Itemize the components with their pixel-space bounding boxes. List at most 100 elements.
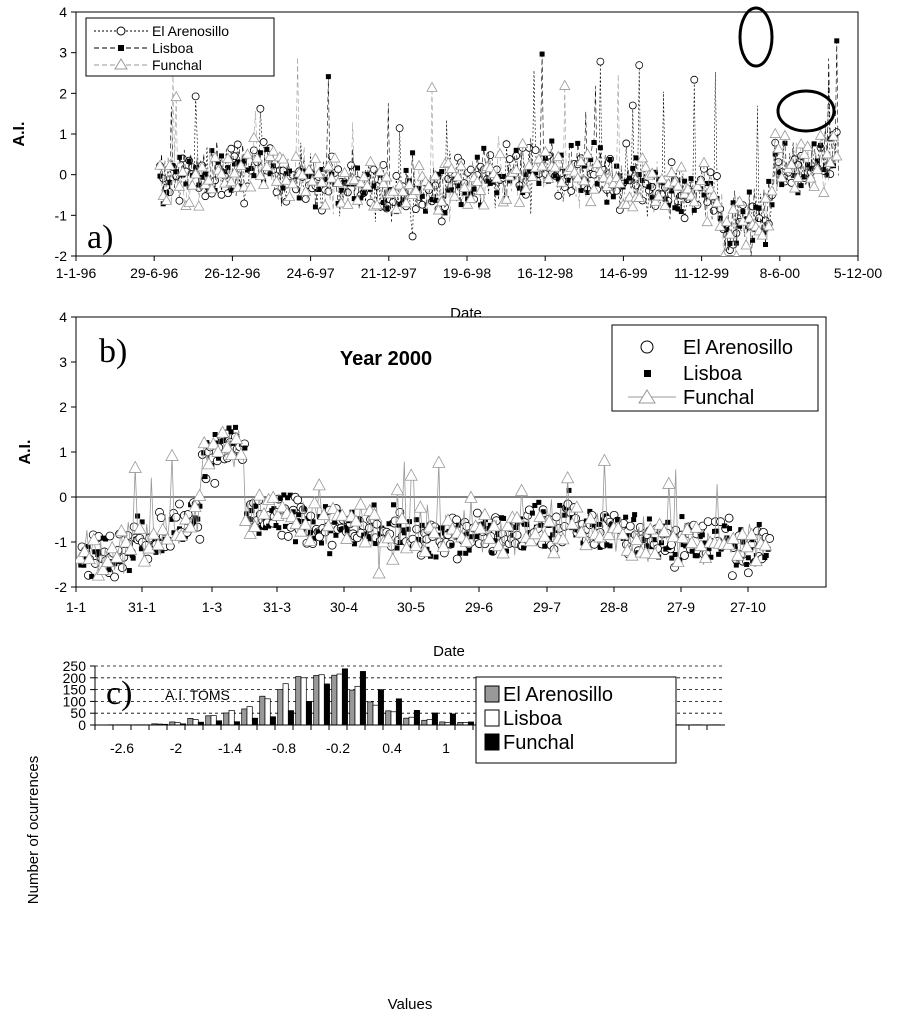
data-point-b: [623, 514, 629, 520]
data-point-a: [259, 138, 268, 146]
data-point-b: [639, 546, 653, 559]
data-point-a: [267, 171, 273, 177]
data-point-b: [292, 539, 298, 545]
data-point-b: [315, 529, 321, 535]
data-point-a: [520, 182, 532, 193]
data-point-a: [334, 165, 342, 174]
data-point-a: [720, 250, 727, 256]
data-point-a: [575, 155, 587, 166]
data-point-b: [276, 525, 282, 531]
bar-funchal: [305, 701, 312, 726]
data-point-b: [597, 544, 603, 550]
data-point-b: [432, 455, 446, 468]
data-point-b: [436, 539, 451, 552]
data-point-a: [227, 144, 236, 153]
data-point-a: [343, 188, 352, 197]
data-point-b: [373, 541, 379, 547]
data-point-b: [538, 522, 544, 528]
legend-text-funchal-c: Funchal: [503, 732, 574, 754]
data-point-b: [418, 544, 432, 557]
data-point-a: [241, 148, 254, 159]
y-tick-label-b: 0: [59, 489, 67, 505]
data-point-b: [168, 516, 174, 522]
data-point-a: [818, 186, 830, 197]
data-point-a: [322, 177, 328, 183]
data-point-b: [117, 563, 127, 573]
data-point-a: [536, 160, 548, 171]
data-point-a: [173, 169, 179, 175]
legend-b: El Arenosillo Lisboa Funchal: [611, 324, 819, 412]
data-point-a: [296, 169, 309, 180]
data-point-b: [266, 523, 272, 529]
data-point-a: [814, 129, 827, 140]
data-point-b: [602, 527, 616, 541]
data-point-a: [277, 153, 289, 164]
data-point-a: [199, 174, 205, 180]
x-tick-label-b: 31-1: [128, 599, 156, 615]
data-point-b: [562, 512, 568, 518]
data-point-a: [342, 198, 354, 209]
data-point-a: [338, 166, 351, 177]
data-point-a: [250, 146, 258, 155]
bar-funchal: [359, 671, 366, 726]
data-point-a: [581, 148, 594, 159]
data-point-a: [746, 189, 752, 195]
panel-b: -2 -1 0 1 2 3 4 1-1 31-1 1-3 31-3 30-4 30-5 29-6 29-7 2…: [17, 309, 827, 660]
data-point-b: [371, 502, 377, 508]
data-point-a: [206, 182, 218, 194]
data-point-a: [423, 208, 429, 214]
data-point-a: [523, 159, 535, 170]
data-point-a: [287, 177, 299, 189]
data-point-b: [743, 568, 753, 578]
data-point-a: [257, 150, 263, 156]
data-point-b: [419, 522, 425, 528]
data-point-b: [238, 513, 253, 526]
data-point-a: [186, 179, 199, 190]
data-point-b: [226, 425, 232, 431]
data-point-b: [262, 525, 268, 531]
data-point-a: [759, 192, 772, 203]
data-point-a: [400, 197, 406, 203]
data-point-a: [827, 130, 840, 141]
data-point-a: [788, 182, 801, 193]
data-point-a: [526, 170, 539, 181]
data-point-b: [233, 424, 239, 430]
legend-marker-arenosillo-a: [116, 26, 126, 36]
data-point-a: [419, 193, 425, 199]
data-point-a: [640, 161, 652, 172]
data-point-a: [201, 192, 210, 201]
data-point-b: [740, 539, 754, 553]
data-point-a: [392, 172, 401, 180]
data-point-b: [192, 515, 198, 521]
data-point-b: [258, 524, 264, 530]
data-point-a: [737, 223, 743, 229]
data-point-b: [491, 538, 506, 552]
data-point-b: [312, 535, 318, 541]
data-point-b: [503, 548, 509, 554]
data-point-a: [801, 174, 807, 180]
data-point-b: [439, 525, 445, 531]
data-point-a: [403, 178, 416, 190]
data-point-b: [229, 431, 244, 445]
y-tick-label-c: 250: [63, 658, 87, 674]
data-point-b: [409, 538, 423, 552]
data-point-b: [646, 516, 652, 522]
data-point-b: [563, 505, 569, 511]
data-point-b: [547, 545, 561, 559]
data-point-a: [536, 180, 542, 186]
data-point-a: [196, 161, 208, 172]
data-point-a: [270, 163, 276, 169]
panel-label-a: a): [87, 219, 113, 256]
panel-a: -2 -1 0 1 2 3 4 1-1-96 29-6-96 26-12-96 24-6-97 21-…: [11, 4, 882, 322]
data-point-b: [689, 548, 695, 554]
bar-funchal: [395, 698, 402, 726]
data-point-b: [351, 541, 357, 547]
data-point-a: [448, 190, 461, 201]
data-point-b: [565, 517, 579, 530]
data-point-a: [371, 183, 377, 189]
data-point-b: [243, 526, 257, 539]
data-point-b: [459, 534, 474, 547]
data-point-a: [254, 169, 267, 180]
data-point-b: [159, 548, 165, 554]
data-point-a: [763, 241, 769, 247]
